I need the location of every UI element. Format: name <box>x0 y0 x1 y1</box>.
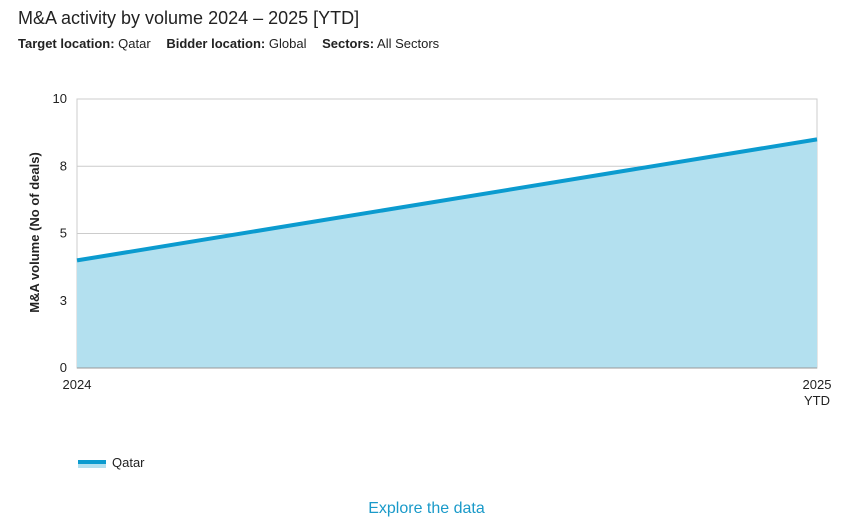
filter-value: Qatar <box>118 36 151 51</box>
y-tick-label: 8 <box>60 158 67 173</box>
filter-bidder-location: Bidder location: Global <box>166 36 306 51</box>
filter-summary: Target location: Qatar Bidder location: … <box>18 36 451 51</box>
y-tick-label: 3 <box>60 293 67 308</box>
filter-target-location: Target location: Qatar <box>18 36 151 51</box>
chart-title: M&A activity by volume 2024 – 2025 [YTD] <box>18 8 360 28</box>
filter-value: Global <box>268 36 307 51</box>
filter-label: Bidder location: <box>166 36 266 51</box>
explore-data-link[interactable]: Explore the data <box>368 500 485 517</box>
y-tick-label: 0 <box>60 360 67 375</box>
x-tick-label: 2025 YTD <box>803 377 832 408</box>
x-tick-label: 2024 <box>63 377 92 392</box>
filter-label: Sectors: <box>322 36 375 51</box>
legend-swatch <box>78 458 106 468</box>
y-tick-label: 5 <box>60 226 67 241</box>
chart-legend[interactable]: Qatar <box>78 455 145 470</box>
y-axis-label: M&A volume (No of deals) <box>27 152 42 313</box>
filter-value: All Sectors <box>377 36 440 51</box>
y-tick-label: 10 <box>53 91 67 106</box>
series-line <box>76 137 818 263</box>
legend-label: Qatar <box>112 455 145 470</box>
filter-label: Target location: <box>18 36 115 51</box>
filter-sectors: Sectors: All Sectors <box>322 36 439 51</box>
area-chart: 0 3 5 8 10 2024 2025 YTD M&A volume (No of deals… <box>27 91 832 408</box>
area-fill <box>77 139 817 368</box>
